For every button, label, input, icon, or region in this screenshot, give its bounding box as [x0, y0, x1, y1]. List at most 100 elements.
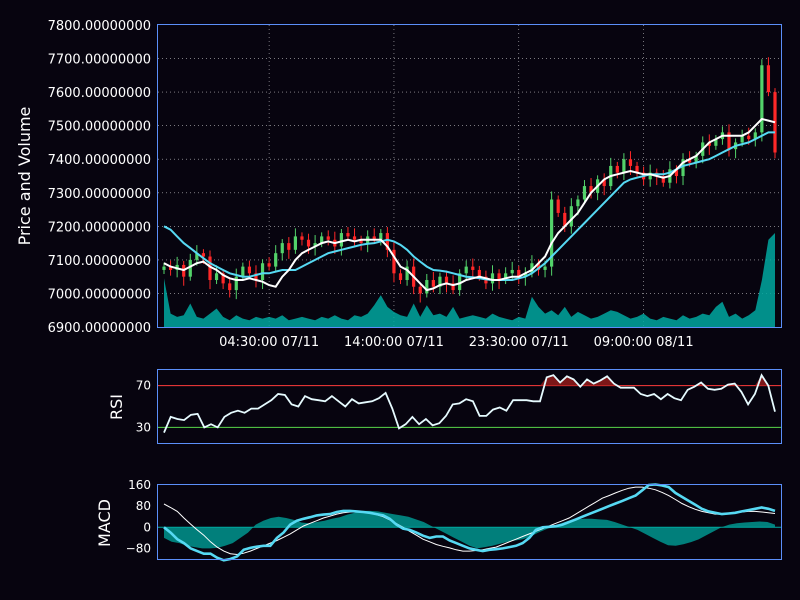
volume-area: [164, 233, 775, 327]
candle-body: [694, 155, 698, 163]
candlesticks: [162, 57, 777, 303]
candle-body: [398, 273, 403, 281]
candle-body: [661, 176, 665, 183]
price-y-tick-label: 7200.00000000: [48, 220, 151, 235]
candle-body: [418, 286, 422, 294]
candle-body: [385, 233, 389, 250]
candle-body: [214, 273, 219, 281]
candle-body: [359, 239, 363, 244]
price-y-tick-label: 7600.00000000: [48, 86, 151, 101]
candle-body: [648, 172, 652, 180]
candle-body: [582, 186, 587, 200]
candle-body: [228, 283, 232, 291]
candle-body: [773, 92, 777, 153]
rsi-y-tick-label: 70: [136, 379, 151, 393]
price-y-tick-label: 7100.00000000: [48, 254, 151, 269]
price-y-tick-label: 7300.00000000: [48, 187, 151, 202]
price-x-tick-label: 14:00:00 07/11: [344, 335, 444, 350]
candle-body: [438, 276, 442, 287]
candle-body: [267, 263, 271, 267]
macd-histogram: [164, 510, 775, 549]
candle-body: [254, 273, 258, 281]
candle-body: [352, 236, 357, 240]
price-y-tick-label: 7700.00000000: [48, 53, 151, 68]
ma-short-line: [163, 117, 776, 292]
candle-body: [313, 243, 317, 247]
candle-body: [602, 179, 606, 187]
macd-histogram-fill: [164, 510, 775, 549]
candle-body: [543, 266, 547, 270]
candle-body: [550, 199, 554, 267]
candle-body: [766, 65, 771, 93]
price-x-tick-label: 04:30:00 07/11: [219, 335, 319, 350]
candle-body: [760, 65, 764, 133]
candle-body: [247, 266, 252, 274]
candle-body: [162, 266, 166, 270]
candle-body: [563, 212, 567, 227]
candle-body: [195, 253, 199, 260]
price-y-tick-label: 6900.00000000: [48, 321, 151, 336]
candle-body: [681, 159, 685, 176]
candle-body: [425, 280, 429, 294]
candle-body: [300, 236, 304, 240]
candle-body: [234, 276, 238, 291]
candle-body: [431, 280, 435, 287]
candle-body: [589, 186, 593, 193]
candle-body: [615, 165, 619, 173]
macd-lines: [158, 483, 781, 562]
rsi-panel: 30 70 RSI: [107, 369, 782, 444]
candle-body: [490, 273, 495, 284]
macd-y-tick-label: −80: [126, 541, 151, 555]
macd-y-tick-label: 0: [143, 520, 151, 534]
candle-body: [372, 236, 376, 240]
candle-body: [168, 266, 173, 270]
candle-body: [339, 233, 343, 247]
candle-body: [530, 263, 534, 274]
macd-y-tick-label: 160: [128, 478, 151, 492]
moving-averages: [163, 117, 776, 292]
rsi-y-ticks: 30 70: [136, 379, 151, 435]
candle-body: [392, 249, 396, 274]
candle-body: [221, 273, 225, 284]
price-x-tick-label: 09:00:00 08/11: [594, 335, 694, 350]
rsi-ylabel: RSI: [107, 394, 126, 420]
candle-body: [510, 269, 514, 274]
candle-body: [241, 266, 245, 277]
candle-body: [379, 233, 383, 240]
candle-body: [451, 283, 455, 291]
candle-body: [293, 236, 297, 250]
candle-body: [188, 259, 192, 277]
candle-body: [635, 165, 639, 173]
candle-body: [444, 276, 449, 284]
candle-body: [674, 169, 679, 176]
candle-body: [576, 199, 580, 207]
candle-body: [346, 233, 350, 237]
candle-body: [622, 159, 626, 173]
macd-y-ticks: −80 0 80 160: [126, 478, 151, 555]
macd-panel: −80 0 80 160 MACD: [95, 478, 782, 562]
candle-body: [471, 266, 475, 270]
macd-line: [163, 483, 776, 562]
candle-body: [405, 266, 409, 281]
candle-body: [326, 236, 330, 240]
macd-frame: [157, 484, 782, 560]
candle-body: [274, 253, 278, 267]
candle-body: [556, 199, 560, 213]
candle-body: [628, 159, 633, 166]
price-y-tick-label: 7000.00000000: [48, 287, 151, 302]
candle-body: [523, 273, 527, 277]
rsi-frame: [157, 369, 782, 444]
candle-body: [477, 269, 481, 277]
candle-body: [280, 243, 284, 254]
price-y-ticks: 6900.00000000 7000.00000000 7100.00000000 7…: [48, 19, 151, 336]
candle-body: [287, 243, 291, 250]
candle-body: [517, 269, 521, 277]
candle-body: [569, 206, 573, 227]
candle-body: [320, 236, 324, 244]
price-ylabel: Price and Volume: [15, 107, 34, 246]
candle-body: [740, 135, 744, 143]
candle-body: [687, 159, 692, 163]
rsi-lines: [158, 373, 781, 433]
